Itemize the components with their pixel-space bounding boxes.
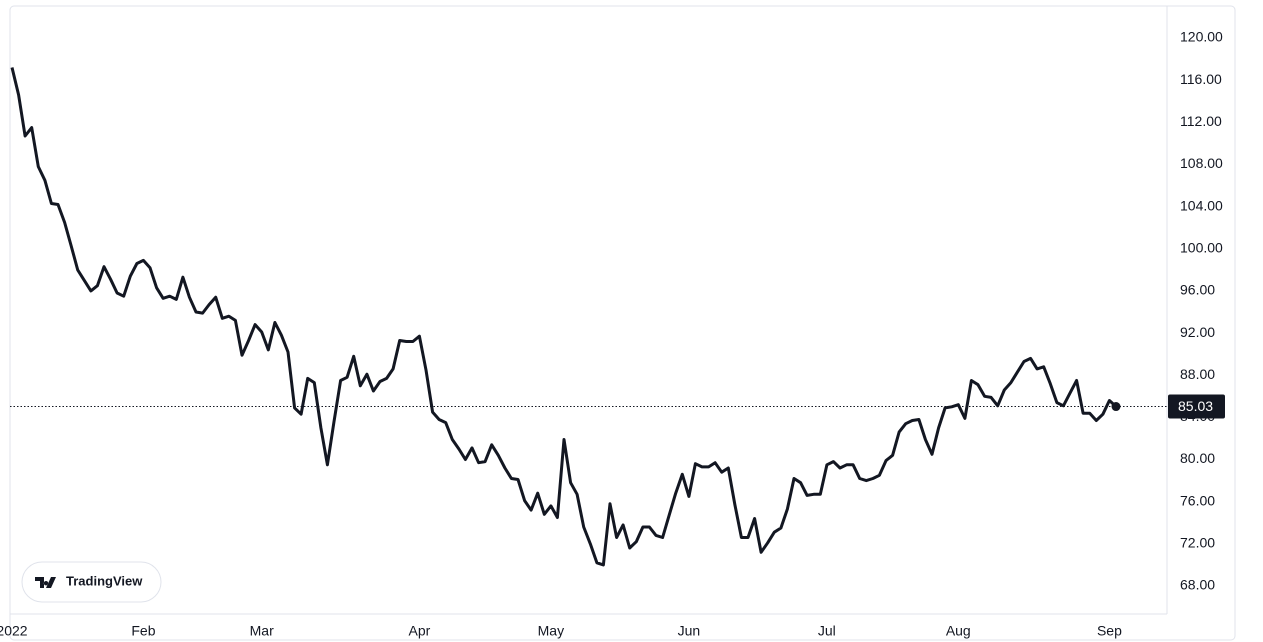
- watermark-logo: [35, 577, 56, 588]
- chart-frame: [9, 5, 1236, 641]
- x-tick-label: Jun: [678, 623, 701, 639]
- y-tick-label: 120.00: [1180, 29, 1223, 45]
- x-tick-label: May: [538, 623, 564, 639]
- y-tick-label: 68.00: [1180, 577, 1215, 593]
- x-tick-label: Sep: [1097, 623, 1122, 639]
- x-tick-label: Aug: [946, 623, 971, 639]
- x-tick-label: 2022: [0, 623, 28, 639]
- y-tick-label: 116.00: [1180, 71, 1222, 87]
- y-tick-label: 88.00: [1180, 366, 1215, 382]
- x-tick-label: Feb: [131, 623, 155, 639]
- y-tick-label: 100.00: [1180, 239, 1223, 255]
- watermark-text: TradingView: [66, 573, 143, 588]
- watermark-pill[interactable]: [21, 561, 162, 603]
- x-tick-label: Jul: [818, 623, 836, 639]
- y-tick-label: 72.00: [1180, 535, 1215, 551]
- last-price-dot: [1111, 402, 1121, 412]
- last-price-badge: [1168, 394, 1225, 419]
- y-tick-label: 80.00: [1180, 450, 1215, 466]
- y-tick-label: 92.00: [1180, 324, 1215, 340]
- y-tick-label: 108.00: [1180, 155, 1223, 171]
- y-tick-label: 104.00: [1180, 197, 1223, 213]
- watermark[interactable]: TradingView: [21, 561, 162, 603]
- y-tick-label: 76.00: [1180, 492, 1215, 508]
- last-price-label: 85.03: [1178, 398, 1213, 414]
- x-tick-label: Mar: [250, 623, 274, 639]
- x-tick-label: Apr: [409, 623, 431, 639]
- price-line: [10, 67, 1118, 567]
- y-tick-label: 96.00: [1180, 282, 1215, 298]
- y-tick-label: 112.00: [1180, 113, 1222, 129]
